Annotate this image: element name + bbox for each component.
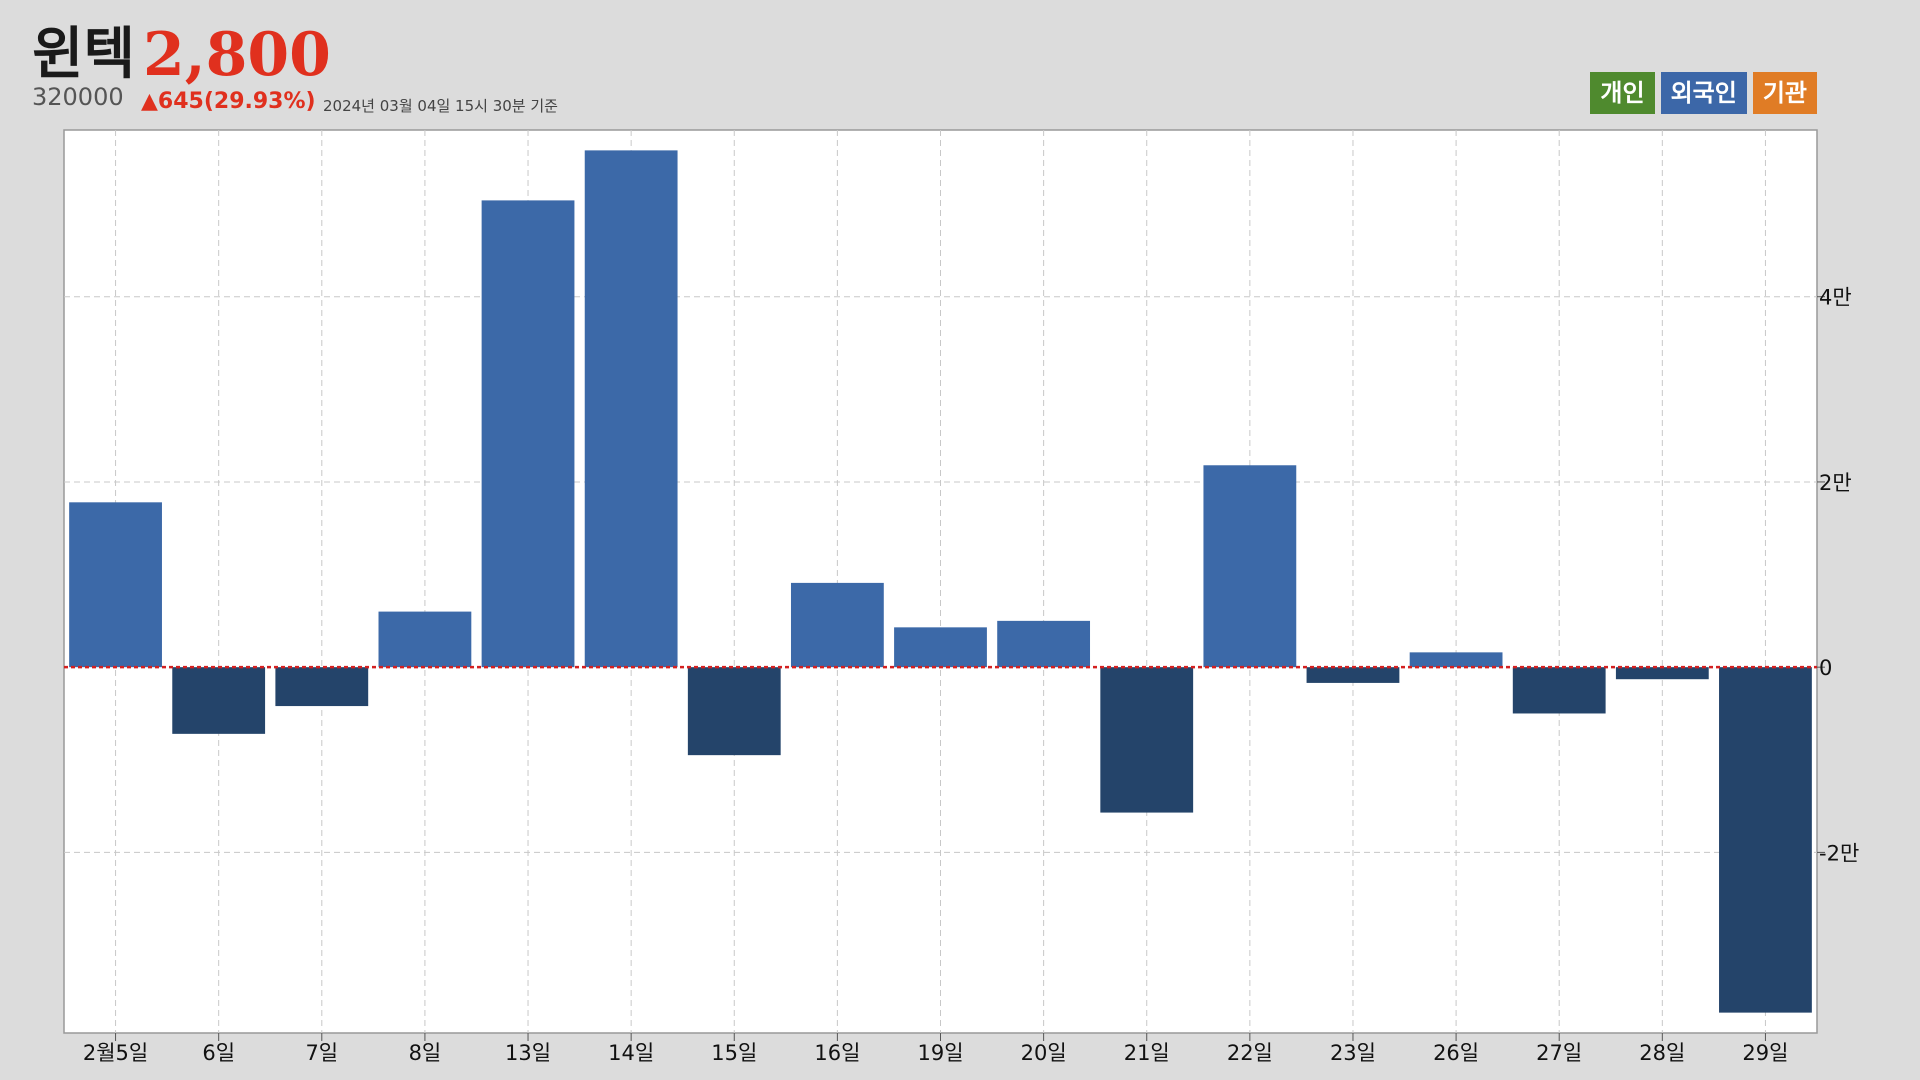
x-tick-label: 16일 (814, 1041, 860, 1065)
bar (1100, 667, 1194, 813)
y-tick-label: 2만 (1819, 471, 1852, 495)
x-tick-label: 26일 (1433, 1041, 1479, 1065)
bar (1615, 667, 1709, 680)
bar (997, 620, 1091, 668)
x-tick-label: 19일 (917, 1041, 963, 1065)
x-tick-label: 8일 (409, 1041, 442, 1065)
x-tick-label: 21일 (1124, 1041, 1170, 1065)
bar (275, 667, 369, 707)
y-tick-label: 0 (1819, 656, 1832, 680)
legend-individual-button[interactable]: 개인 (1590, 72, 1655, 114)
stock-name: 윈텍 (32, 22, 136, 87)
stock-code: 320000 (32, 83, 124, 111)
x-tick-label: 27일 (1536, 1041, 1582, 1065)
reference-date: 2024년 03월 04일 15시 30분 기준 (323, 97, 558, 115)
bar (894, 627, 987, 668)
legend-institution-button[interactable]: 기관 (1752, 72, 1817, 114)
bar (69, 502, 162, 668)
bar (1719, 667, 1812, 1013)
bar (687, 667, 781, 756)
bar (1409, 652, 1503, 668)
x-tick-label: 14일 (608, 1041, 654, 1065)
bar (1203, 465, 1297, 668)
bar (1512, 667, 1606, 714)
y-tick-label: 4만 (1819, 286, 1852, 310)
current-price: 2,800 (143, 20, 331, 90)
bar (790, 582, 884, 668)
investor-legend: 개인 외국인 기관 (1590, 72, 1817, 114)
x-tick-label: 2월5일 (83, 1041, 148, 1065)
bar (1306, 667, 1400, 683)
legend-foreign-button[interactable]: 외국인 (1660, 72, 1747, 114)
x-tick-label: 23일 (1330, 1041, 1376, 1065)
x-tick-label: 22일 (1227, 1041, 1273, 1065)
x-tick-label: 28일 (1639, 1041, 1685, 1065)
bar (378, 611, 472, 668)
chart-header: 윈텍 2,800 320000 ▲645(29.93%) 2024년 03월 0… (0, 0, 1920, 130)
x-tick-label: 29일 (1742, 1041, 1788, 1065)
x-tick-label: 15일 (711, 1041, 757, 1065)
price-change: ▲645(29.93%) (141, 89, 316, 114)
x-tick-label: 7일 (305, 1041, 338, 1065)
x-tick-label: 20일 (1021, 1041, 1067, 1065)
y-tick-label: -2만 (1819, 841, 1859, 865)
x-tick-label: 13일 (505, 1041, 551, 1065)
x-tick-label: 6일 (202, 1041, 235, 1065)
bar (481, 200, 575, 668)
bar (584, 150, 678, 668)
bar (172, 667, 266, 734)
